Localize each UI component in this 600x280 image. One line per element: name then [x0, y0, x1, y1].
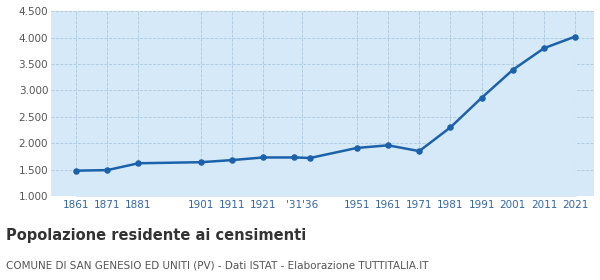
Point	[352, 146, 362, 150]
Point	[290, 155, 299, 160]
Point	[415, 149, 424, 153]
Point	[446, 125, 455, 130]
Text: Popolazione residente ai censimenti: Popolazione residente ai censimenti	[6, 228, 306, 243]
Text: COMUNE DI SAN GENESIO ED UNITI (PV) - Dati ISTAT - Elaborazione TUTTITALIA.IT: COMUNE DI SAN GENESIO ED UNITI (PV) - Da…	[6, 260, 428, 270]
Point	[71, 168, 81, 173]
Point	[227, 158, 237, 162]
Point	[477, 95, 487, 100]
Point	[539, 46, 549, 50]
Point	[305, 156, 315, 160]
Point	[134, 161, 143, 165]
Point	[259, 155, 268, 160]
Point	[103, 168, 112, 172]
Point	[508, 67, 518, 72]
Point	[196, 160, 206, 164]
Point	[383, 143, 393, 148]
Point	[571, 34, 580, 39]
